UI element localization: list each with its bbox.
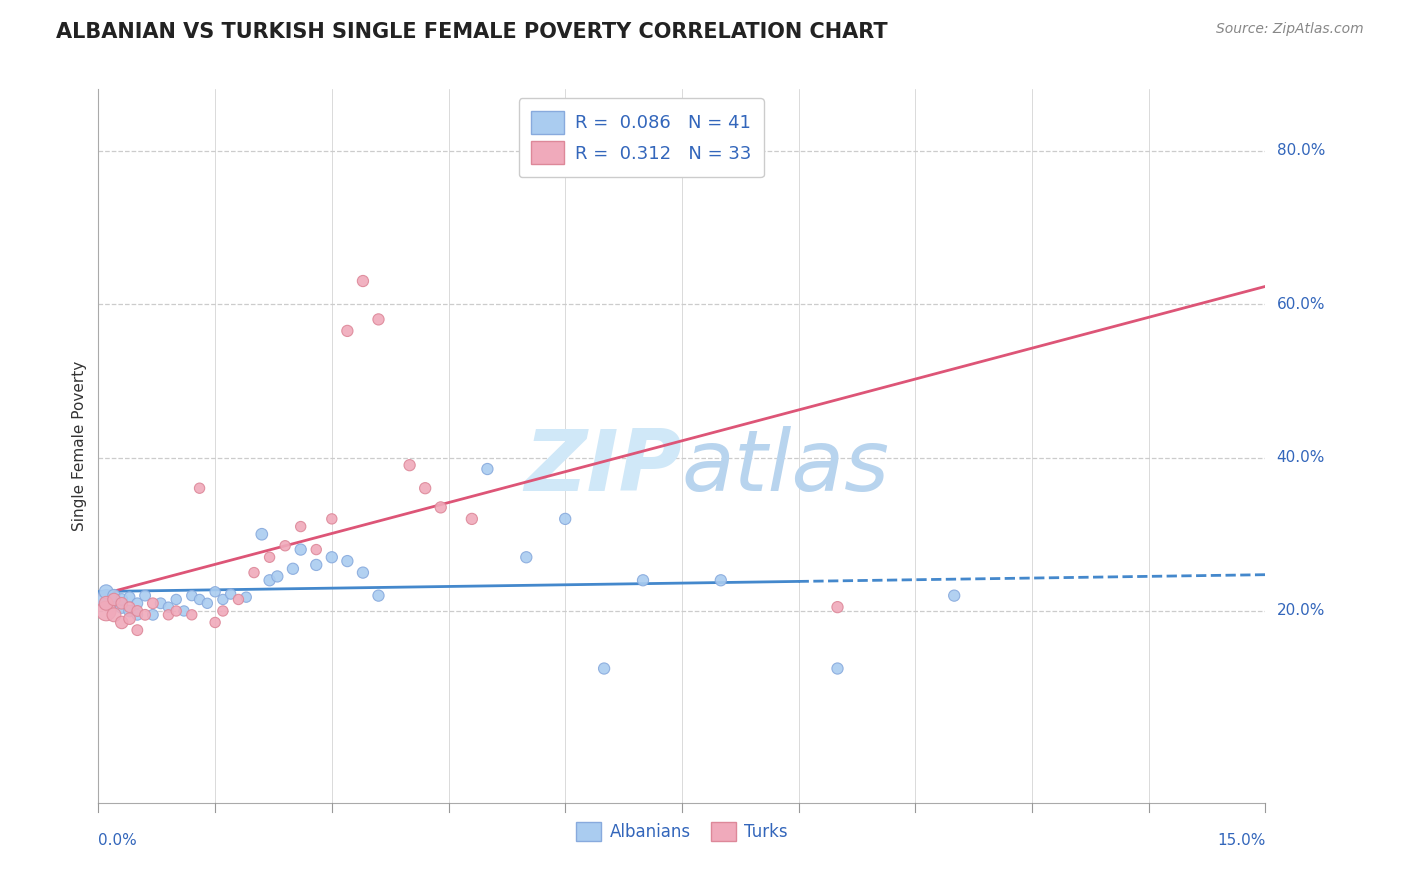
Point [204, 584, 226, 599]
Point [142, 607, 165, 622]
Point [180, 607, 202, 622]
Text: ZIP: ZIP [524, 425, 682, 509]
Point [111, 600, 134, 615]
Point [367, 312, 389, 326]
Point [554, 512, 576, 526]
Y-axis label: Single Female Poverty: Single Female Poverty [72, 361, 87, 531]
Text: 0.0%: 0.0% [98, 833, 138, 848]
Point [127, 623, 149, 637]
Point [149, 596, 172, 610]
Point [336, 324, 359, 338]
Point [336, 554, 359, 568]
Point [321, 550, 343, 565]
Point [96, 596, 118, 610]
Point [165, 604, 187, 618]
Point [515, 550, 537, 565]
Text: Source: ZipAtlas.com: Source: ZipAtlas.com [1216, 22, 1364, 37]
Text: atlas: atlas [682, 425, 890, 509]
Point [367, 589, 389, 603]
Point [118, 590, 141, 604]
Point [477, 462, 499, 476]
Point [212, 592, 235, 607]
Point [103, 592, 125, 607]
Point [281, 562, 304, 576]
Point [352, 274, 374, 288]
Text: 80.0%: 80.0% [1277, 143, 1324, 158]
Point [290, 519, 312, 533]
Point [118, 612, 141, 626]
Text: 60.0%: 60.0% [1277, 296, 1324, 311]
Point [305, 558, 328, 572]
Point [250, 527, 273, 541]
Point [157, 600, 180, 615]
Point [827, 661, 849, 675]
Point [180, 589, 202, 603]
Point [593, 661, 616, 675]
Point [103, 589, 125, 603]
Point [142, 596, 165, 610]
Point [827, 600, 849, 615]
Text: ALBANIAN VS TURKISH SINGLE FEMALE POVERTY CORRELATION CHART: ALBANIAN VS TURKISH SINGLE FEMALE POVERT… [56, 22, 887, 42]
Point [274, 539, 297, 553]
Point [103, 607, 125, 622]
Point [204, 615, 226, 630]
Point [321, 512, 343, 526]
Point [188, 592, 211, 607]
Point [127, 596, 149, 610]
Point [134, 607, 156, 622]
Point [228, 592, 250, 607]
Text: 20.0%: 20.0% [1277, 604, 1324, 618]
Point [631, 574, 654, 588]
Point [134, 589, 156, 603]
Point [352, 566, 374, 580]
Point [96, 592, 118, 607]
Point [173, 604, 195, 618]
Point [165, 592, 187, 607]
Point [219, 587, 242, 601]
Point [290, 542, 312, 557]
Point [157, 607, 180, 622]
Point [243, 566, 266, 580]
Point [96, 584, 118, 599]
Text: 15.0%: 15.0% [1218, 833, 1265, 848]
Point [127, 607, 149, 622]
Point [118, 604, 141, 618]
Point [305, 542, 328, 557]
Point [461, 512, 484, 526]
Point [118, 600, 141, 615]
Point [188, 481, 211, 495]
Point [111, 615, 134, 630]
Point [111, 596, 134, 610]
Point [266, 569, 288, 583]
Point [235, 590, 257, 604]
Point [398, 458, 420, 473]
Point [96, 604, 118, 618]
Point [429, 500, 451, 515]
Point [103, 596, 125, 610]
Point [195, 596, 218, 610]
Point [259, 574, 281, 588]
Point [127, 604, 149, 618]
Point [111, 592, 134, 607]
Point [710, 574, 733, 588]
Text: 40.0%: 40.0% [1277, 450, 1324, 465]
Point [413, 481, 436, 495]
Point [943, 589, 966, 603]
Point [212, 604, 235, 618]
Point [259, 550, 281, 565]
Legend: Albanians, Turks: Albanians, Turks [569, 815, 794, 848]
